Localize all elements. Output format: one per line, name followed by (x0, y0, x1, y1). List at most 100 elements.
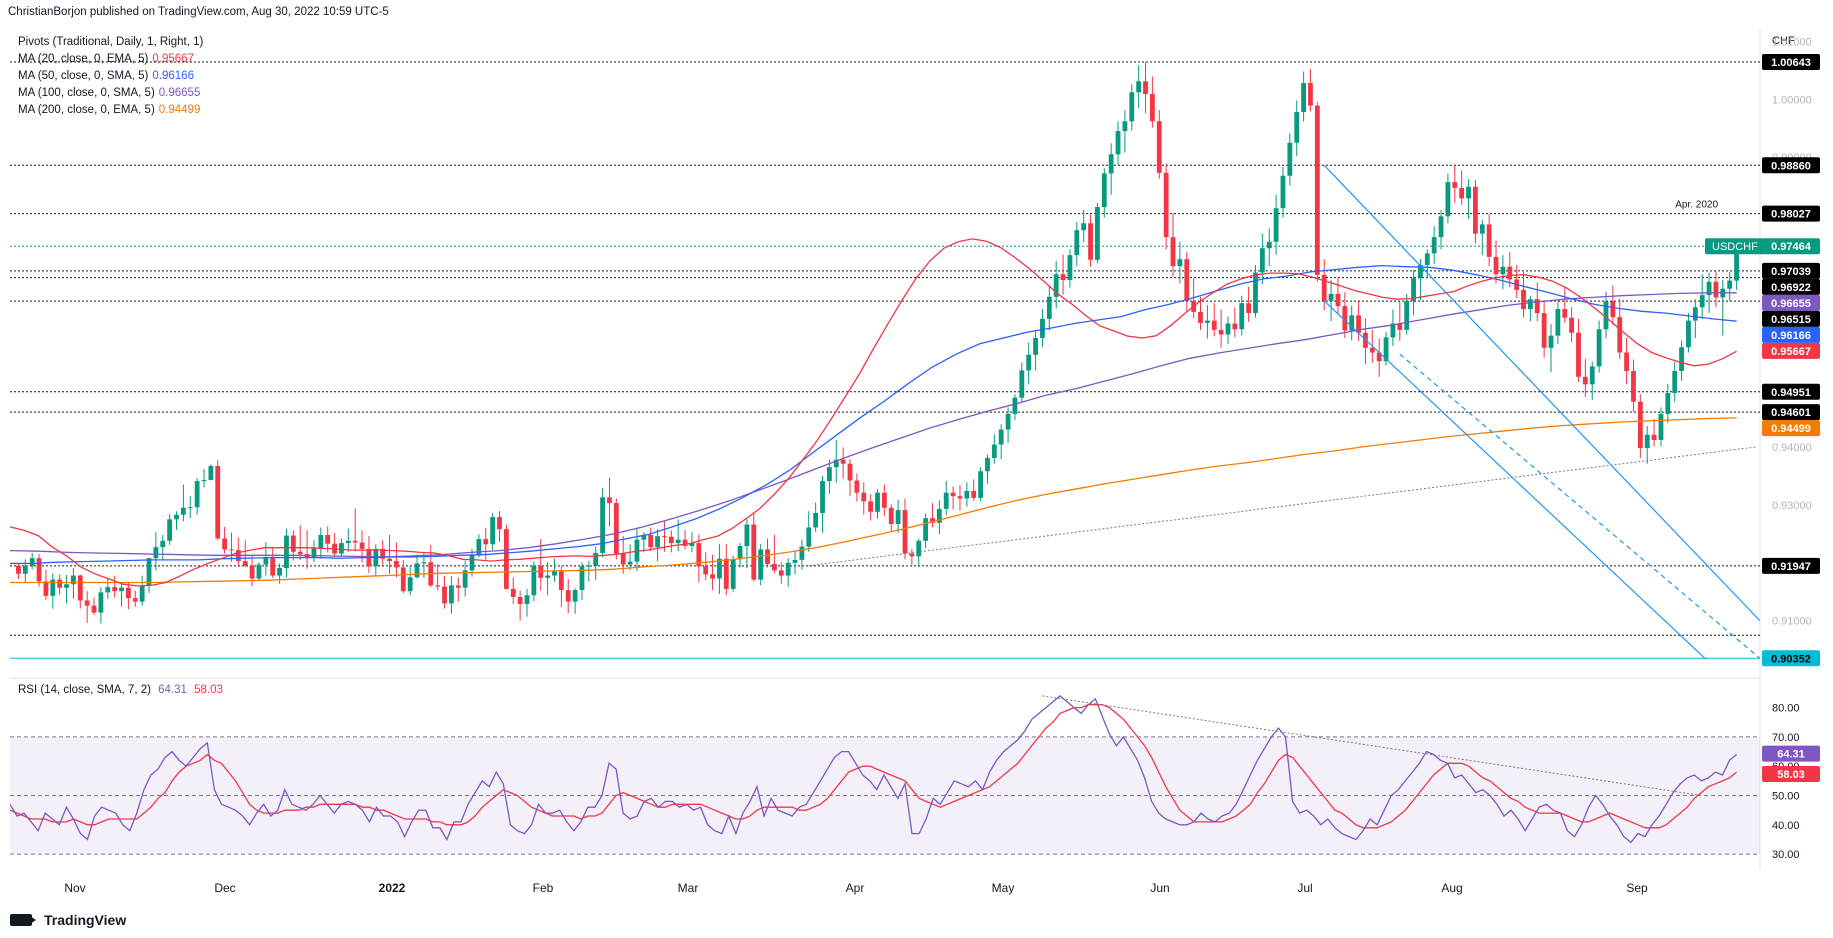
candle-body (627, 561, 633, 565)
candle-body (455, 585, 461, 588)
candle-body (545, 575, 551, 578)
candle-body (936, 508, 942, 523)
candle-body (991, 444, 997, 458)
candle-body (1101, 173, 1107, 208)
candle-body (1631, 371, 1636, 402)
candle-body (1184, 259, 1190, 301)
tradingview-footer[interactable]: TradingView (10, 912, 126, 928)
candle-body (552, 571, 557, 576)
rsi-legend-label: RSI (14, close, SMA, 7, 2) (18, 684, 151, 696)
candle-body (1239, 303, 1245, 330)
candle-body (483, 539, 489, 545)
candle-body (730, 559, 736, 589)
candle-body (524, 595, 530, 604)
time-axis-label: Aug (1441, 881, 1462, 895)
price-tick-label: 0.94000 (1772, 442, 1812, 454)
candle-body (1679, 347, 1684, 372)
candle-body (125, 587, 131, 599)
price-axis-label (1762, 326, 1820, 343)
price-axis-label (1762, 404, 1820, 421)
time-axis-label: Apr (846, 881, 865, 895)
candle-body (1019, 370, 1025, 398)
candle-body (1603, 301, 1609, 330)
rsi-tick-label: 50.00 (1772, 791, 1800, 803)
candle-body (613, 503, 619, 554)
candle-body (1713, 281, 1719, 298)
indicator-legend: Pivots (Traditional, Daily, 1, Right, 1)… (18, 34, 203, 119)
candle-body (1287, 142, 1293, 176)
candle-body (476, 539, 482, 556)
candle-body (861, 492, 867, 502)
candle-body (1246, 303, 1252, 314)
candle-body (1012, 397, 1018, 414)
candle-body (249, 565, 255, 579)
candle-body (57, 579, 63, 588)
candle-body (112, 587, 118, 592)
candle-body (1342, 306, 1348, 331)
candle-body (772, 563, 777, 571)
candle-body (1225, 323, 1231, 335)
rsi-legend[interactable]: RSI (14, close, SMA, 7, 2) 64.31 58.03 (18, 684, 223, 696)
candle-body (888, 507, 894, 524)
legend-label: MA (100, close, 0, SMA, 5) (18, 87, 155, 99)
candle-body (593, 552, 599, 566)
candle-body (1081, 223, 1087, 231)
candle-body (538, 565, 544, 578)
candle-body (442, 586, 447, 604)
candle-body (1424, 253, 1430, 265)
candle-body (978, 471, 983, 498)
candle-body (792, 559, 798, 563)
candle-body (208, 466, 214, 480)
price-axis-label-text: 0.96515 (1771, 314, 1811, 326)
candle-body (1582, 376, 1588, 385)
candle-body (1273, 208, 1279, 242)
legend-ma200[interactable]: MA (200, close, 0, EMA, 5) 0.94499 (18, 102, 203, 119)
rsi-sma-legend-value: 58.03 (194, 684, 223, 696)
candle-body (1108, 154, 1114, 174)
candle-body (1314, 105, 1320, 275)
price-tick-label: 0.93000 (1772, 500, 1812, 512)
candle-body (895, 510, 901, 524)
publisher-caption: ChristianBorjon published on TradingView… (8, 6, 389, 18)
rsi-band (10, 736, 1760, 855)
candle-body (235, 550, 241, 562)
rsi-tick-label: 80.00 (1772, 703, 1800, 715)
candle-body (1452, 182, 1458, 188)
price-axis-label (1762, 294, 1820, 311)
candle-body (187, 507, 193, 509)
price-axis-label-text: 0.95667 (1771, 346, 1811, 358)
candle-body (1074, 230, 1080, 256)
legend-pivots[interactable]: Pivots (Traditional, Daily, 1, Right, 1) (18, 34, 203, 51)
price-axis-label-text: 0.98027 (1771, 209, 1811, 221)
legend-ma50[interactable]: MA (50, close, 0, SMA, 5) 0.96166 (18, 68, 203, 85)
candle-body (758, 549, 764, 580)
legend-ma20[interactable]: MA (20, close, 0, EMA, 5) 0.95667 (18, 51, 203, 68)
candle-body (1356, 315, 1361, 333)
legend-label: MA (20, close, 0, EMA, 5) (18, 53, 149, 65)
candle-body (380, 548, 386, 559)
legend-label: MA (50, close, 0, SMA, 5) (18, 70, 149, 82)
candle-body (469, 555, 475, 571)
candle-body (50, 579, 56, 596)
candle-body (1507, 266, 1513, 280)
candle-body (1383, 337, 1389, 362)
candle-body (1473, 186, 1478, 234)
candle-body (1617, 317, 1623, 353)
candle-body (462, 570, 468, 588)
candle-body (263, 558, 269, 565)
legend-label: Pivots (Traditional, Daily, 1, Right, 1) (18, 36, 204, 48)
candle-body (1411, 278, 1416, 301)
axis-currency-label: CHF (1772, 35, 1795, 47)
candle-body (778, 570, 784, 576)
candle-body (1191, 300, 1197, 312)
rsi-tick-label: 60.00 (1772, 761, 1800, 773)
candle-body (1218, 329, 1224, 335)
price-axis-label-text: 1.00643 (1771, 57, 1811, 69)
candle-body (1466, 186, 1471, 199)
support-trendline (808, 446, 1757, 567)
ma200-line (10, 417, 1737, 584)
candle-body (710, 574, 715, 579)
candle-body (737, 546, 743, 560)
legend-ma100[interactable]: MA (100, close, 0, SMA, 5) 0.96655 (18, 85, 203, 102)
